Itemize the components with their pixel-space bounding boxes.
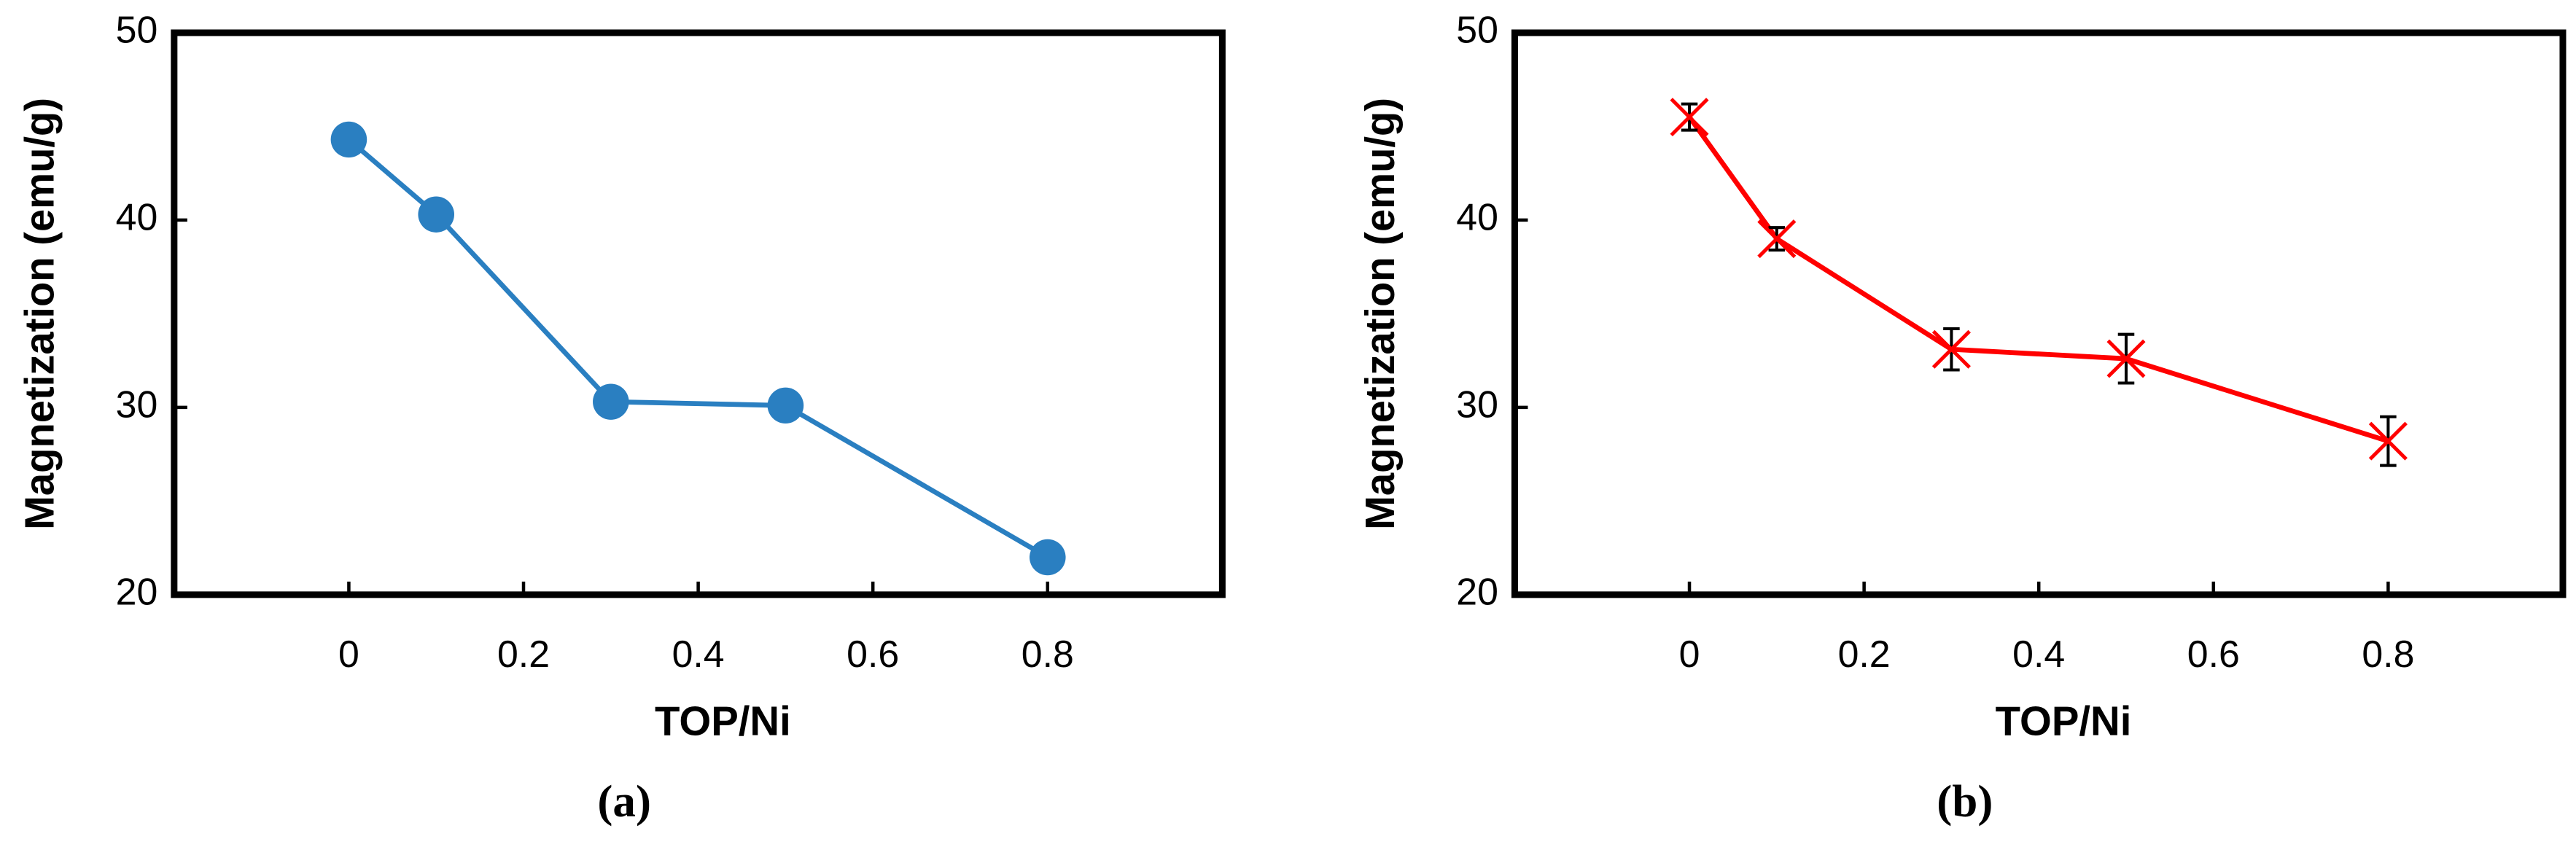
marker xyxy=(1931,329,1971,369)
x-tick-label: 0.2 xyxy=(1838,633,1891,675)
y-tick-label: 40 xyxy=(1456,196,1498,238)
marker xyxy=(1670,98,1709,137)
marker xyxy=(1757,219,1797,259)
caption: (a) xyxy=(597,776,651,827)
y-tick-label: 20 xyxy=(1456,571,1498,613)
y-tick-label: 30 xyxy=(1456,383,1498,426)
x-tick-label: 0.8 xyxy=(2362,633,2414,675)
marker xyxy=(418,196,455,233)
x-tick-label: 0.2 xyxy=(497,633,550,675)
x-axis-label: TOP/Ni xyxy=(1996,698,2132,743)
marker xyxy=(593,383,629,420)
plot-frame xyxy=(1511,29,2567,598)
caption: (b) xyxy=(1937,776,1993,827)
marker xyxy=(1029,539,1066,576)
data-line xyxy=(347,137,1049,560)
y-tick-label: 40 xyxy=(116,196,158,238)
x-axis-label: TOP/Ni xyxy=(655,698,791,743)
y-tick-label: 20 xyxy=(116,571,158,613)
x-tick-label: 0.4 xyxy=(2012,633,2065,675)
y-tick-label: 30 xyxy=(116,383,158,426)
x-tick-label: 0 xyxy=(1679,633,1700,675)
x-tick-label: 0.8 xyxy=(1022,633,1074,675)
data-line xyxy=(1687,115,2389,444)
plot-frame xyxy=(171,29,1226,598)
marker xyxy=(767,387,804,424)
marker xyxy=(2106,339,2146,378)
x-tick-label: 0.4 xyxy=(672,633,725,675)
x-tick-label: 0 xyxy=(338,633,359,675)
y-tick-label: 50 xyxy=(116,9,158,51)
x-tick-label: 0.6 xyxy=(2187,633,2240,675)
y-tick-label: 50 xyxy=(1456,9,1498,51)
marker xyxy=(330,121,367,158)
x-tick-label: 0.6 xyxy=(847,633,899,675)
y-axis-label: Magnetization (emu/g) xyxy=(16,98,62,530)
marker xyxy=(2368,421,2408,461)
y-axis-label: Magnetization (emu/g) xyxy=(1357,98,1403,530)
